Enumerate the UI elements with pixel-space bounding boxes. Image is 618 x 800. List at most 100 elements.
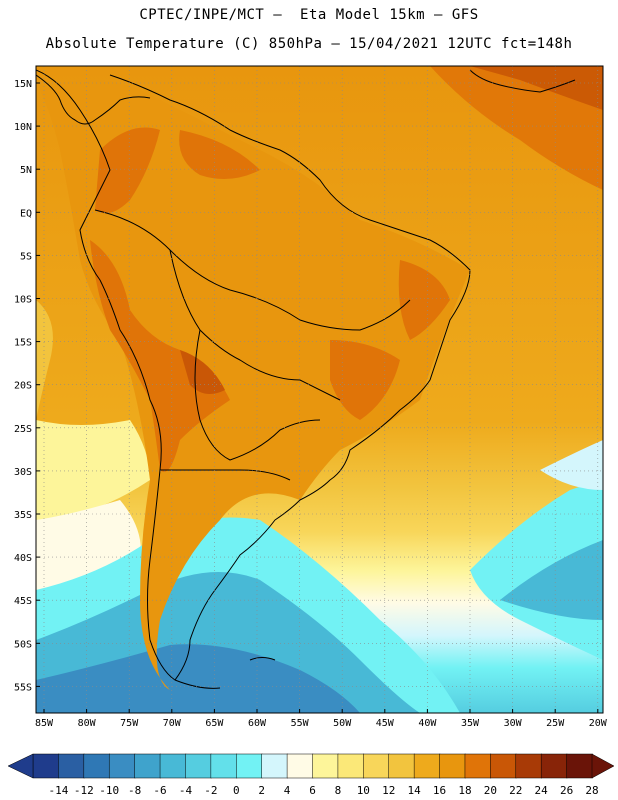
- country-border-3: [194, 329, 321, 461]
- colorbar-label: 0: [233, 784, 240, 797]
- lon-label: 55W: [291, 718, 310, 729]
- colorbar-swatch: [464, 753, 492, 779]
- colorbar-label: 12: [382, 784, 395, 797]
- atlantic-cool-patch: [540, 440, 603, 490]
- colorbar-label: 6: [309, 784, 316, 797]
- colorbar-swatch: [58, 753, 85, 779]
- lon-label: 80W: [78, 718, 97, 729]
- colorbar-label: -2: [204, 784, 217, 797]
- colorbar-swatch: [312, 753, 339, 779]
- colorbar-swatch: [490, 753, 517, 779]
- country-border-4: [160, 469, 291, 481]
- hot-core-venezuela: [179, 130, 260, 179]
- lon-label: 50W: [333, 718, 352, 729]
- atlantic-colder-tongue: [500, 540, 603, 620]
- lat-label: 35S: [14, 510, 32, 521]
- lat-label: 50S: [14, 639, 32, 650]
- hot-core-se-brazil: [330, 340, 400, 420]
- colorbar-label: 14: [408, 784, 422, 797]
- hot-core-ne-brazil: [398, 260, 450, 340]
- colorbar-label: 28: [585, 784, 598, 797]
- lat-label: 45S: [14, 596, 32, 607]
- map-frame: [35, 65, 604, 714]
- lon-label: 60W: [248, 718, 267, 729]
- colorbar-label: 20: [484, 784, 497, 797]
- colorbar-label: 4: [284, 784, 291, 797]
- lon-label: 20W: [589, 718, 608, 729]
- hot-core-andes-north: [95, 127, 160, 214]
- lat-label: 5S: [20, 251, 32, 262]
- lat-label: EQ: [20, 208, 32, 219]
- colorbar-label: 16: [433, 784, 446, 797]
- lon-label: 35W: [461, 718, 480, 729]
- colorbar-label: -14: [48, 784, 68, 797]
- lat-label: 5N: [20, 165, 32, 176]
- longitude-labels: 85W 80W 75W 70W 65W 60W 55W 50W 45W 40W 35W 30W 25W 2…: [35, 709, 608, 729]
- lat-label: 40S: [14, 553, 32, 564]
- colorbar-label: -8: [128, 784, 141, 797]
- colorbar-high-arrow: [591, 753, 615, 779]
- colorbar-swatch: [363, 753, 390, 779]
- colorbar-swatch: [515, 753, 542, 779]
- south-america-outline: [36, 69, 471, 689]
- country-border-2: [169, 249, 341, 401]
- colorbar-swatch: [32, 753, 60, 779]
- lat-label: 15N: [14, 79, 32, 90]
- lon-label: 65W: [205, 718, 224, 729]
- lat-label: 10N: [14, 122, 32, 133]
- lon-label: 85W: [35, 718, 54, 729]
- very-hot-core: [180, 350, 225, 394]
- lon-label: 75W: [120, 718, 139, 729]
- colorbar-label: 2: [258, 784, 265, 797]
- colorbar-label: -12: [74, 784, 94, 797]
- colorbar: [7, 753, 615, 779]
- lon-label: 30W: [504, 718, 523, 729]
- coastlines: [36, 69, 576, 689]
- colorbar-swatch: [134, 753, 161, 779]
- lon-label: 70W: [163, 718, 182, 729]
- colorbar-label: 10: [357, 784, 370, 797]
- colorbar-swatch: [540, 753, 568, 779]
- colorbar-label: 26: [560, 784, 573, 797]
- lon-label: 45W: [376, 718, 395, 729]
- colorbar-label: 24: [535, 784, 549, 797]
- map-title-line1: CPTEC/INPE/MCT — Eta Model 15km — GFS: [139, 7, 479, 23]
- colorbar-swatch: [439, 753, 466, 779]
- colorbar-low-arrow: [7, 753, 34, 779]
- south-coldest-region: [36, 644, 360, 713]
- colorbar-swatch: [337, 753, 365, 779]
- colorbar-label: -6: [153, 784, 166, 797]
- ne-hot-region: [470, 66, 603, 110]
- colorbar-swatch: [236, 753, 263, 779]
- colorbar-label: 18: [458, 784, 471, 797]
- latitude-labels: 15N 10N 5N EQ 5S 10S 15S 20S 25S 30S 35S 40S 45S 50S 5…: [14, 79, 40, 693]
- colorbar-labels: -14 -12 -10 -8 -6 -4 -2 0 2 4 6 8 10 12 14 16 18 20 22 24 26…: [48, 784, 598, 797]
- colorbar-swatch: [413, 753, 441, 779]
- map-title-line2: Absolute Temperature (C) 850hPa — 15/04/…: [45, 36, 573, 52]
- lat-label: 55S: [14, 682, 32, 693]
- colorbar-swatch: [210, 753, 238, 779]
- colorbar-swatch: [83, 753, 110, 779]
- caribbean-islands: [469, 69, 576, 93]
- colorbar-swatch: [108, 753, 136, 779]
- lat-label: 15S: [14, 338, 32, 349]
- lon-label: 25W: [546, 718, 565, 729]
- temperature-field: [36, 66, 603, 713]
- colorbar-swatch: [159, 753, 187, 779]
- pacific-cool-band: [36, 420, 150, 520]
- lat-label: 30S: [14, 467, 32, 478]
- hot-core-andes-central: [90, 240, 230, 472]
- lat-label: 25S: [14, 424, 32, 435]
- colorbar-label: -4: [179, 784, 193, 797]
- country-border-1: [94, 209, 411, 331]
- lat-label: 20S: [14, 381, 32, 392]
- colorbar-label: 22: [509, 784, 522, 797]
- colorbar-swatch: [261, 753, 288, 779]
- lat-label: 10S: [14, 295, 32, 306]
- colorbar-swatch: [388, 753, 415, 779]
- graticule: [36, 66, 603, 713]
- colorbar-swatch: [566, 753, 593, 779]
- pacific-subtropical: [36, 300, 53, 420]
- colorbar-swatch: [185, 753, 212, 779]
